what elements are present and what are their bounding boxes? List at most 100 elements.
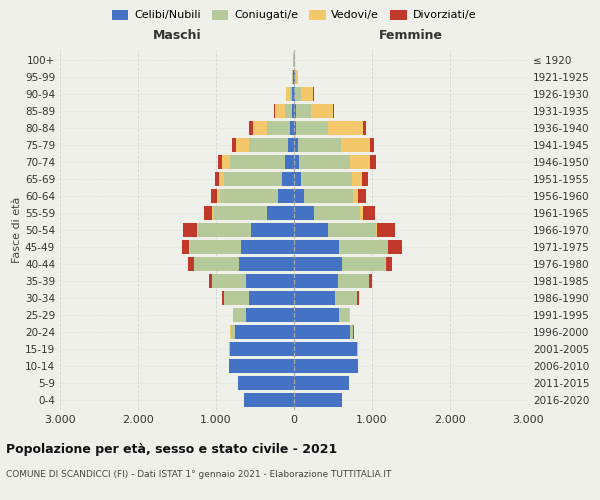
Bar: [251, 223, 294, 237]
Text: COMUNE DI SCANDICCI (FI) - Dati ISTAT 1° gennaio 2021 - Elaborazione TUTTITALIA.: COMUNE DI SCANDICCI (FI) - Dati ISTAT 1°…: [6, 470, 391, 479]
Bar: [358, 291, 359, 305]
Bar: [338, 274, 369, 288]
Bar: [278, 189, 294, 203]
Bar: [229, 359, 294, 373]
Bar: [211, 189, 217, 203]
Bar: [231, 325, 235, 339]
Bar: [292, 87, 294, 101]
Bar: [249, 291, 294, 305]
Bar: [292, 70, 293, 84]
Bar: [209, 274, 212, 288]
Bar: [294, 240, 339, 254]
Bar: [212, 274, 245, 288]
Bar: [299, 155, 350, 169]
Bar: [358, 189, 366, 203]
Bar: [294, 257, 343, 271]
Bar: [294, 206, 314, 220]
Bar: [335, 291, 357, 305]
Bar: [229, 342, 230, 356]
Bar: [386, 257, 392, 271]
Bar: [328, 121, 362, 135]
Bar: [376, 223, 377, 237]
Bar: [388, 240, 403, 254]
Bar: [294, 325, 350, 339]
Bar: [301, 87, 313, 101]
Bar: [230, 342, 294, 356]
Bar: [301, 172, 352, 186]
Bar: [249, 138, 288, 152]
Bar: [218, 155, 222, 169]
Bar: [370, 155, 376, 169]
Bar: [215, 172, 219, 186]
Bar: [294, 138, 298, 152]
Text: Femmine: Femmine: [379, 28, 443, 42]
Bar: [296, 70, 298, 84]
Bar: [219, 172, 224, 186]
Bar: [267, 121, 290, 135]
Bar: [341, 138, 370, 152]
Bar: [266, 206, 294, 220]
Bar: [284, 104, 292, 118]
Bar: [283, 172, 294, 186]
Bar: [296, 104, 311, 118]
Bar: [190, 240, 241, 254]
Bar: [214, 206, 266, 220]
Bar: [284, 155, 294, 169]
Bar: [245, 308, 294, 322]
Bar: [294, 274, 338, 288]
Bar: [275, 104, 284, 118]
Bar: [328, 223, 376, 237]
Bar: [294, 155, 299, 169]
Bar: [362, 121, 366, 135]
Bar: [314, 206, 360, 220]
Bar: [333, 104, 334, 118]
Bar: [194, 257, 239, 271]
Bar: [339, 308, 349, 322]
Bar: [236, 138, 249, 152]
Bar: [188, 257, 194, 271]
Bar: [290, 121, 294, 135]
Bar: [293, 70, 294, 84]
Bar: [241, 240, 294, 254]
Bar: [294, 87, 295, 101]
Legend: Celibi/Nubili, Coniugati/e, Vedovi/e, Divorziati/e: Celibi/Nubili, Coniugati/e, Vedovi/e, Di…: [107, 5, 481, 25]
Bar: [295, 70, 296, 84]
Bar: [350, 155, 370, 169]
Bar: [253, 121, 266, 135]
Bar: [298, 138, 341, 152]
Bar: [288, 138, 294, 152]
Bar: [245, 274, 294, 288]
Bar: [294, 393, 343, 407]
Bar: [362, 206, 375, 220]
Bar: [204, 206, 212, 220]
Bar: [311, 104, 333, 118]
Bar: [222, 291, 224, 305]
Bar: [286, 87, 290, 101]
Bar: [350, 325, 353, 339]
Bar: [294, 223, 328, 237]
Bar: [239, 257, 294, 271]
Bar: [197, 223, 198, 237]
Bar: [238, 376, 294, 390]
Bar: [294, 121, 296, 135]
Bar: [224, 291, 249, 305]
Bar: [362, 172, 368, 186]
Bar: [294, 376, 349, 390]
Bar: [369, 274, 371, 288]
Bar: [294, 342, 357, 356]
Bar: [233, 308, 245, 322]
Bar: [353, 189, 358, 203]
Bar: [295, 87, 301, 101]
Bar: [212, 206, 214, 220]
Bar: [230, 155, 284, 169]
Bar: [294, 189, 304, 203]
Bar: [182, 240, 190, 254]
Bar: [249, 121, 253, 135]
Bar: [198, 223, 251, 237]
Bar: [294, 70, 295, 84]
Bar: [224, 172, 283, 186]
Bar: [294, 104, 296, 118]
Text: Maschi: Maschi: [152, 28, 202, 42]
Bar: [294, 291, 335, 305]
Bar: [292, 104, 294, 118]
